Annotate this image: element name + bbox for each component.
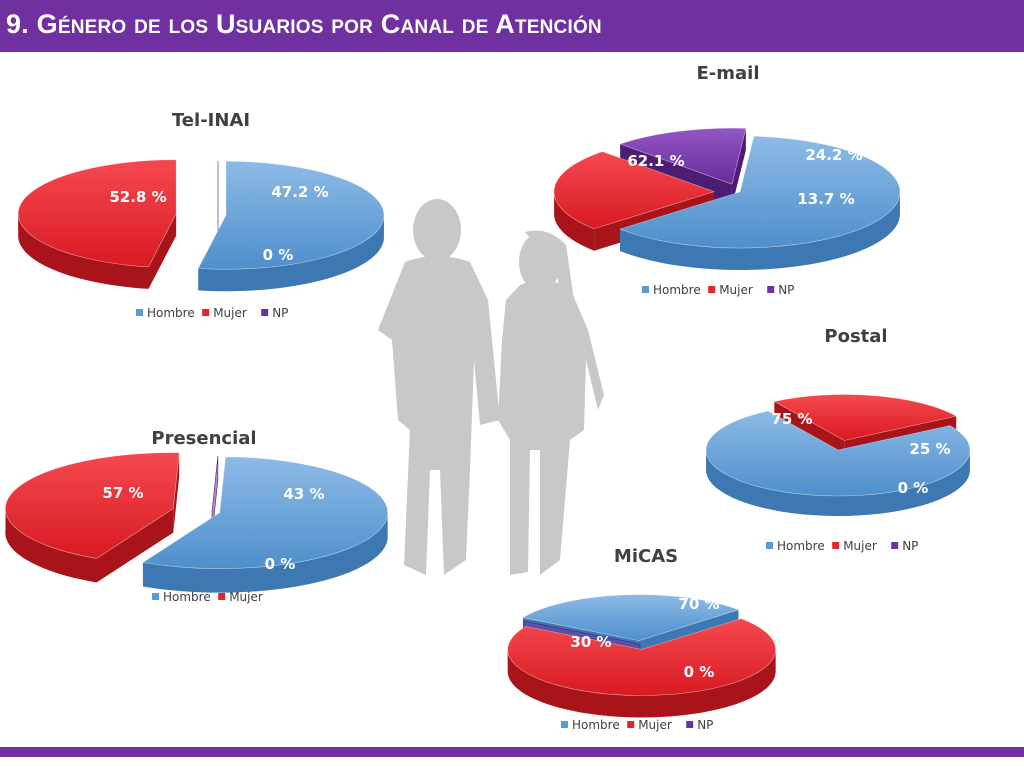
legend-label-mujer: Mujer [213, 306, 247, 320]
legend-swatch-np [261, 309, 269, 316]
slice-hombre [142, 456, 389, 593]
legend-swatch-hombre [642, 286, 649, 293]
legend-swatch-np [891, 542, 899, 549]
legend-swatch-hombre [152, 593, 159, 600]
legend-swatch-np [767, 286, 775, 293]
bottom-bar [0, 747, 1024, 757]
legend-label-mujer: Mujer [719, 283, 753, 297]
data-label-np: 0 % [263, 246, 294, 264]
couple-silhouette-image [378, 199, 604, 575]
slice-hombre [619, 135, 901, 270]
legend-swatch-mujer [832, 542, 840, 549]
pie-chart-presencial: 57 % 43 % 0 % Presencial Hombre Mujer [5, 428, 389, 604]
chart-title: Postal [824, 326, 887, 347]
slice-mujer [17, 159, 177, 289]
legend: Hombre Mujer NP [766, 539, 918, 553]
legend: Hombre Mujer NP [136, 306, 288, 320]
legend-label-hombre: Hombre [147, 306, 195, 320]
chart-title: E-mail [696, 63, 759, 84]
data-label-mujer: 43 % [283, 485, 324, 503]
legend-swatch-hombre [561, 721, 568, 728]
data-label-mujer: 47.2 % [271, 183, 328, 201]
data-label-np: 13.7 % [797, 190, 854, 208]
legend: Hombre Mujer [152, 590, 263, 604]
slice-hombre [705, 410, 971, 516]
legend-label-hombre: Hombre [653, 283, 701, 297]
data-label-np: 0 % [898, 479, 929, 497]
legend: Hombre Mujer NP [561, 718, 713, 732]
data-label-hombre: 75 % [771, 410, 812, 428]
data-label-hombre: 57 % [102, 484, 143, 502]
legend-swatch-hombre [136, 309, 143, 316]
legend-label-mujer: Mujer [843, 539, 877, 553]
legend: Hombre Mujer NP [642, 283, 794, 297]
legend-label-np: NP [272, 306, 288, 320]
chart-title: MiCAS [614, 546, 678, 567]
legend-label-hombre: Hombre [163, 590, 211, 604]
data-label-mujer: 24.2 % [805, 146, 862, 164]
data-label-mujer: 70 % [678, 595, 719, 613]
legend-swatch-mujer [708, 286, 716, 293]
chart-title: Tel-INAI [172, 110, 250, 131]
legend-label-np: NP [778, 283, 794, 297]
legend-swatch-np [686, 721, 694, 728]
pie-chart-micas: 30 % 70 % 0 % MiCAS Hombre Mujer NP [507, 546, 776, 732]
pie-chart-postal: 75 % 25 % 0 % Postal Hombre Mujer NP [705, 326, 971, 553]
data-label-np: 0 % [265, 555, 296, 573]
pie-chart-tel-inai: 52.8 % 47.2 % 0 % Tel-INAI Hombre Mujer NP [17, 110, 385, 320]
legend-swatch-mujer [202, 309, 210, 316]
legend-label-mujer: Mujer [638, 718, 672, 732]
data-label-hombre: 62.1 % [627, 152, 684, 170]
legend-label-mujer: Mujer [229, 590, 263, 604]
legend-label-hombre: Hombre [777, 539, 825, 553]
slice-mujer [507, 618, 776, 718]
title-bar: 9. Género de los Usuarios por Canal de A… [0, 0, 1024, 52]
legend-swatch-mujer [627, 721, 635, 728]
legend-label-np: NP [697, 718, 713, 732]
slide-title: 9. Género de los Usuarios por Canal de A… [6, 9, 602, 39]
data-label-hombre: 30 % [570, 633, 611, 651]
data-label-mujer: 25 % [909, 440, 950, 458]
legend-label-hombre: Hombre [572, 718, 620, 732]
legend-swatch-hombre [766, 542, 773, 549]
chart-title: Presencial [151, 428, 256, 449]
data-label-np: 0 % [684, 663, 715, 681]
legend-swatch-mujer [218, 593, 226, 600]
slice-mujer [5, 452, 180, 583]
legend-label-np: NP [902, 539, 918, 553]
data-label-hombre: 52.8 % [109, 188, 166, 206]
pie-chart-e-mail: 62.1 % 24.2 % 13.7 % E-mail Hombre Mujer NP [553, 63, 901, 297]
slice-hombre [197, 160, 385, 292]
